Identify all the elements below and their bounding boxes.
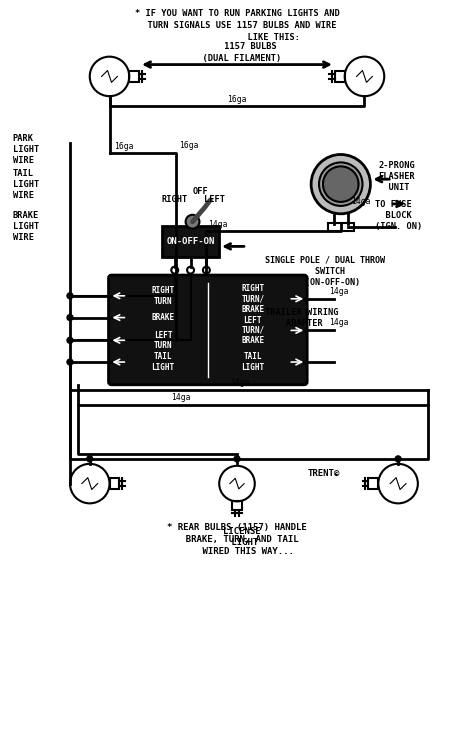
Circle shape xyxy=(395,456,401,462)
Text: 14ga: 14ga xyxy=(329,318,348,328)
Text: TRENT©: TRENT© xyxy=(308,469,340,478)
Circle shape xyxy=(319,162,363,206)
Text: OFF: OFF xyxy=(192,187,208,196)
Text: LEFT: LEFT xyxy=(204,195,225,204)
Text: BRAKE: BRAKE xyxy=(151,313,174,322)
Text: ON-OFF-ON: ON-OFF-ON xyxy=(166,237,215,246)
Bar xyxy=(232,502,242,510)
Text: 14ga: 14ga xyxy=(351,197,370,206)
Text: TAIL
LIGHT
WIRE: TAIL LIGHT WIRE xyxy=(13,169,39,200)
Text: 2-PRONG
FLASHER
  UNIT: 2-PRONG FLASHER UNIT xyxy=(378,161,415,192)
Circle shape xyxy=(311,155,370,214)
Circle shape xyxy=(323,166,358,202)
Text: LICENSE
 LIGHT: LICENSE LIGHT xyxy=(223,527,261,548)
Text: 14ga: 14ga xyxy=(171,393,191,402)
Text: SINGLE POLE / DUAL THROW
          SWITCH
        (ON-OFF-ON): SINGLE POLE / DUAL THROW SWITCH (ON-OFF-… xyxy=(264,255,385,287)
Text: 1157 BULBS
  (DUAL FILAMENT): 1157 BULBS (DUAL FILAMENT) xyxy=(192,42,282,63)
Circle shape xyxy=(234,456,240,462)
Bar xyxy=(111,278,304,382)
Text: 16ga: 16ga xyxy=(179,141,198,150)
Text: TRAILER WIRING
    ADAPTER: TRAILER WIRING ADAPTER xyxy=(264,307,338,328)
Circle shape xyxy=(67,359,73,365)
Text: 14ga: 14ga xyxy=(209,220,228,228)
Bar xyxy=(328,223,354,231)
Text: RIGHT: RIGHT xyxy=(162,195,188,204)
Text: LEFT
TURN/
BRAKE: LEFT TURN/ BRAKE xyxy=(241,315,264,345)
Circle shape xyxy=(186,215,200,228)
Bar xyxy=(129,71,139,82)
Bar xyxy=(335,71,345,82)
Circle shape xyxy=(87,456,93,462)
Text: 14ga: 14ga xyxy=(230,377,250,387)
Text: TO FUSE
  BLOCK
(IGN. ON): TO FUSE BLOCK (IGN. ON) xyxy=(375,200,423,231)
Circle shape xyxy=(67,337,73,343)
Text: BRAKE
LIGHT
WIRE: BRAKE LIGHT WIRE xyxy=(13,211,39,242)
Circle shape xyxy=(67,315,73,320)
Circle shape xyxy=(67,293,73,299)
Bar xyxy=(368,478,378,489)
Text: 16ga: 16ga xyxy=(114,142,134,150)
Text: PARK
LIGHT
WIRE: PARK LIGHT WIRE xyxy=(13,134,39,165)
Text: RIGHT
TURN: RIGHT TURN xyxy=(151,286,174,306)
Bar xyxy=(162,226,219,257)
Text: RIGHT
TURN/
BRAKE: RIGHT TURN/ BRAKE xyxy=(241,284,264,314)
Text: TAIL
LIGHT: TAIL LIGHT xyxy=(241,353,264,372)
Text: TAIL
LIGHT: TAIL LIGHT xyxy=(151,353,174,372)
Text: * IF YOU WANT TO RUN PARKING LIGHTS AND
  TURN SIGNALS USE 1157 BULBS AND WIRE
 : * IF YOU WANT TO RUN PARKING LIGHTS AND … xyxy=(135,9,339,42)
Text: 16ga: 16ga xyxy=(227,95,247,104)
Text: LEFT
TURN: LEFT TURN xyxy=(154,331,172,350)
Bar xyxy=(109,478,119,489)
FancyBboxPatch shape xyxy=(109,275,307,385)
Text: 14ga: 14ga xyxy=(329,287,348,296)
Text: * REAR BULBS (1157) HANDLE
  BRAKE, TURN, AND TAIL
    WIRED THIS WAY...: * REAR BULBS (1157) HANDLE BRAKE, TURN, … xyxy=(167,523,307,556)
